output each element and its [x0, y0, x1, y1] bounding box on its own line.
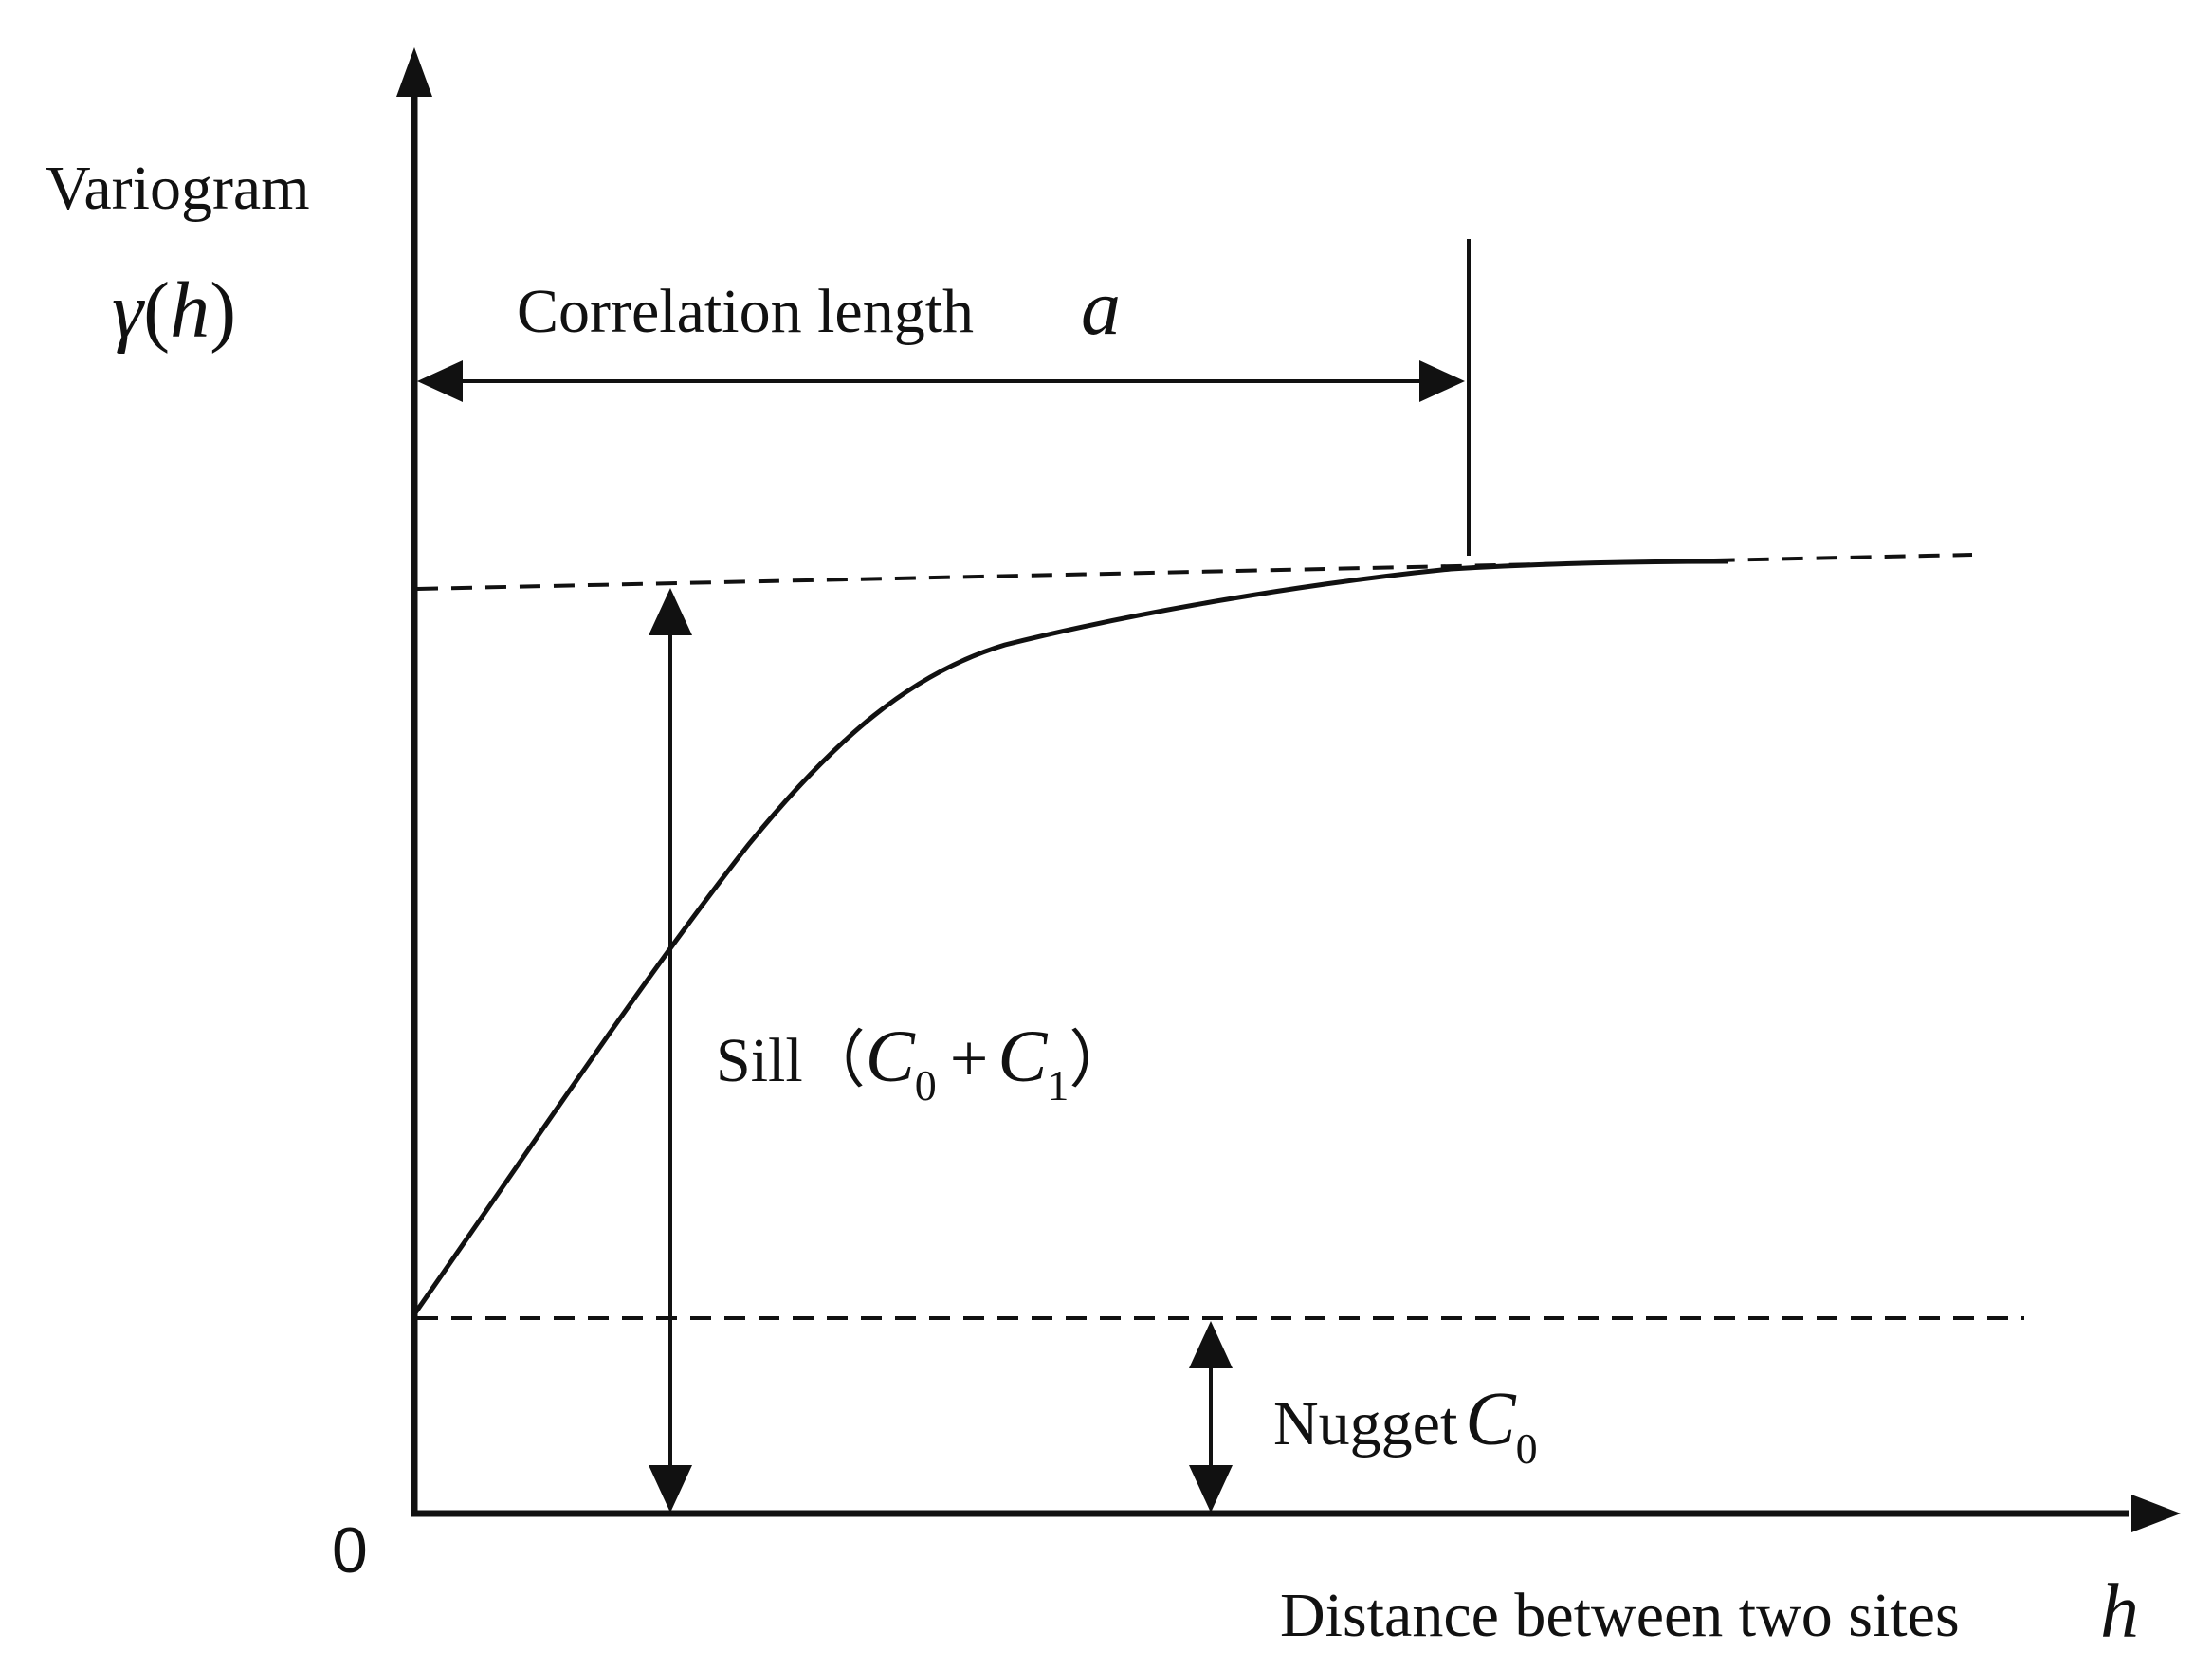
gamma-open-paren: ( — [143, 266, 170, 355]
x-axis-title: Distance between two sites — [1280, 1581, 1960, 1650]
sill-c0-subscript: 0 — [915, 1061, 937, 1110]
correlation-length-label: Correlation length — [517, 277, 974, 346]
nugget-arrowhead-bottom — [1189, 1465, 1233, 1513]
correlation-length-symbol: a — [1081, 264, 1121, 352]
sill-close-paren: ） — [1069, 1026, 1131, 1095]
sill-arrowhead-top — [649, 588, 692, 635]
y-axis-title: Variogram — [46, 154, 310, 223]
sill-text: Sill — [716, 1026, 803, 1095]
variogram-curve — [411, 559, 1728, 1316]
gamma-h-symbol: h — [170, 266, 210, 355]
sill-c1: C — [997, 1015, 1048, 1097]
gamma-symbol: γ — [112, 266, 145, 355]
y-axis-arrowhead — [396, 47, 432, 97]
x-axis-arrowhead — [2131, 1495, 2181, 1532]
y-axis-symbol: γ(h) — [112, 266, 236, 355]
correlation-length-arrowhead-right — [1419, 360, 1465, 402]
sill-plus: + — [950, 1020, 989, 1096]
nugget-arrowhead-top — [1189, 1321, 1233, 1368]
origin-label: 0 — [332, 1514, 368, 1586]
sill-label: Sill（C0 + C1） — [716, 1015, 1131, 1110]
sill-arrowhead-bottom — [649, 1465, 692, 1513]
nugget-label: Nugget C0 — [1273, 1378, 1538, 1473]
sill-c1-subscript: 1 — [1047, 1061, 1069, 1110]
sill-c0: C — [866, 1015, 916, 1097]
nugget-c0-subscript: 0 — [1516, 1424, 1538, 1473]
sill-dashed-line — [416, 553, 1973, 591]
nugget-text: Nugget — [1273, 1389, 1457, 1458]
nugget-c0: C — [1465, 1378, 1517, 1461]
x-axis-symbol: h — [2100, 1568, 2139, 1654]
gamma-close-paren: ) — [210, 266, 236, 355]
correlation-length-arrowhead-left — [417, 360, 463, 402]
sill-open-paren: （ — [803, 1026, 866, 1095]
